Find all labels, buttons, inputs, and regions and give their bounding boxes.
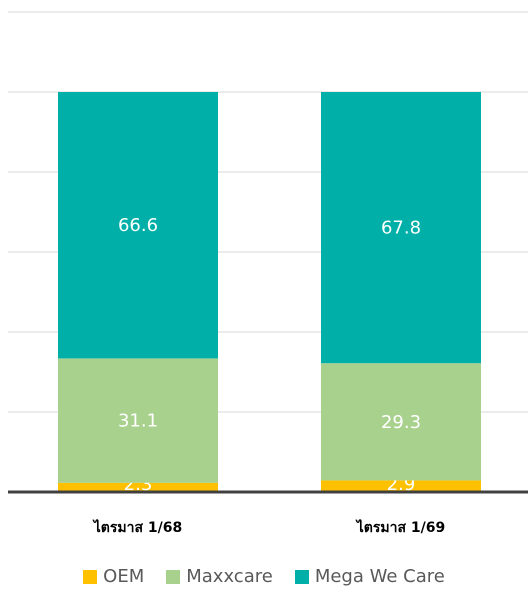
legend-label-maxxcare: Maxxcare (186, 566, 273, 587)
bar-maxxcare-1 (58, 358, 218, 483)
bar-mega-we-care-2 (321, 92, 481, 364)
bar-oem-1 (58, 482, 218, 492)
legend-label-mega-we-care: Mega We Care (314, 566, 445, 587)
data-label-mega-we-care-1: 66.6 (118, 215, 158, 236)
data-label-mega-we-care-2: 67.8 (381, 218, 421, 239)
bar-mega-we-care-1 (58, 92, 218, 359)
legend-swatch-mega-we-care (294, 569, 309, 584)
x-tick-label-2: ไตรมาส 1/69 (355, 518, 446, 536)
legend-item-maxxcare: Maxxcare (166, 566, 273, 587)
data-label-maxxcare-2: 29.3 (381, 412, 421, 433)
legend-item-oem: OEM (83, 566, 144, 587)
legend: OEM Maxxcare Mega We Care (0, 566, 528, 587)
bar-oem-2 (321, 480, 481, 492)
bar-maxxcare-2 (321, 363, 481, 481)
legend-swatch-maxxcare (166, 569, 181, 584)
data-label-maxxcare-1: 31.1 (118, 411, 158, 432)
legend-item-mega-we-care: Mega We Care (294, 566, 445, 587)
legend-swatch-oem (83, 569, 98, 584)
x-tick-label-1: ไตรมาส 1/68 (92, 518, 183, 536)
legend-label-oem: OEM (103, 566, 145, 587)
